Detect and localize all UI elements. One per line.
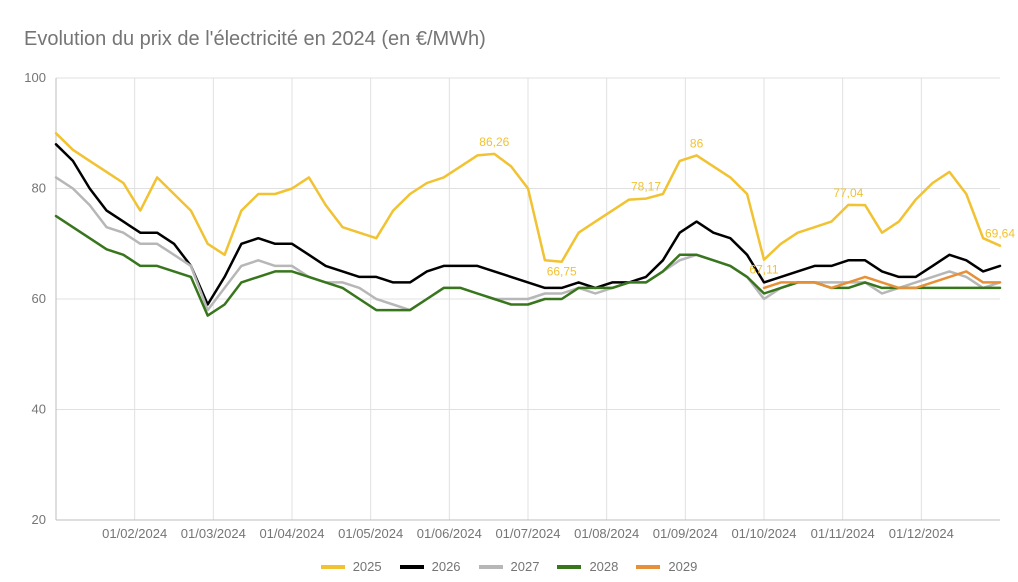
legend: 2025 2026 2027 2028 2029 xyxy=(0,559,1018,574)
annotation: 86 xyxy=(690,136,704,150)
svg-text:60: 60 xyxy=(32,291,46,306)
svg-text:20: 20 xyxy=(32,512,46,527)
legend-label: 2029 xyxy=(668,559,697,574)
legend-item-2027: 2027 xyxy=(479,559,540,574)
annotation: 86,26 xyxy=(479,135,509,149)
legend-swatch xyxy=(400,565,424,569)
svg-text:01/05/2024: 01/05/2024 xyxy=(338,526,403,541)
legend-label: 2026 xyxy=(432,559,461,574)
legend-label: 2028 xyxy=(589,559,618,574)
chart-container: Evolution du prix de l'électricité en 20… xyxy=(0,0,1018,582)
annotation: 66,75 xyxy=(547,265,577,279)
legend-swatch xyxy=(636,565,660,569)
line-chart: 20 40 60 80 100 01/02/2024 01/03/2024 01/04/202… xyxy=(0,0,1018,582)
legend-swatch xyxy=(321,565,345,569)
legend-label: 2027 xyxy=(511,559,540,574)
svg-text:01/10/2024: 01/10/2024 xyxy=(731,526,796,541)
svg-text:01/09/2024: 01/09/2024 xyxy=(653,526,718,541)
annotation: 67,11 xyxy=(749,263,778,277)
svg-text:01/07/2024: 01/07/2024 xyxy=(495,526,560,541)
legend-item-2026: 2026 xyxy=(400,559,461,574)
legend-swatch xyxy=(557,565,581,569)
svg-text:01/11/2024: 01/11/2024 xyxy=(811,526,875,541)
annotation: 69,64 xyxy=(985,227,1015,241)
legend-label: 2025 xyxy=(353,559,382,574)
series-2029 xyxy=(764,271,1000,288)
annotation: 77,04 xyxy=(833,186,863,200)
svg-text:01/03/2024: 01/03/2024 xyxy=(181,526,246,541)
legend-swatch xyxy=(479,565,503,569)
svg-text:100: 100 xyxy=(24,70,46,85)
svg-text:01/08/2024: 01/08/2024 xyxy=(574,526,639,541)
legend-item-2025: 2025 xyxy=(321,559,382,574)
svg-text:01/04/2024: 01/04/2024 xyxy=(259,526,324,541)
annotation: 78,17 xyxy=(631,180,661,194)
svg-text:40: 40 xyxy=(32,402,46,417)
legend-item-2029: 2029 xyxy=(636,559,697,574)
svg-text:01/06/2024: 01/06/2024 xyxy=(417,526,482,541)
svg-text:01/02/2024: 01/02/2024 xyxy=(102,526,167,541)
svg-text:80: 80 xyxy=(32,181,46,196)
svg-text:01/12/2024: 01/12/2024 xyxy=(889,526,954,541)
legend-item-2028: 2028 xyxy=(557,559,618,574)
